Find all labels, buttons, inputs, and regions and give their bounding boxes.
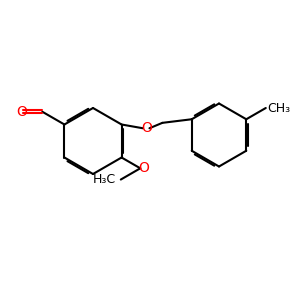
Text: CH₃: CH₃ bbox=[267, 101, 290, 115]
Text: O: O bbox=[141, 121, 152, 135]
Text: H₃C: H₃C bbox=[93, 173, 116, 186]
Text: O: O bbox=[16, 105, 27, 119]
Text: O: O bbox=[138, 161, 149, 175]
